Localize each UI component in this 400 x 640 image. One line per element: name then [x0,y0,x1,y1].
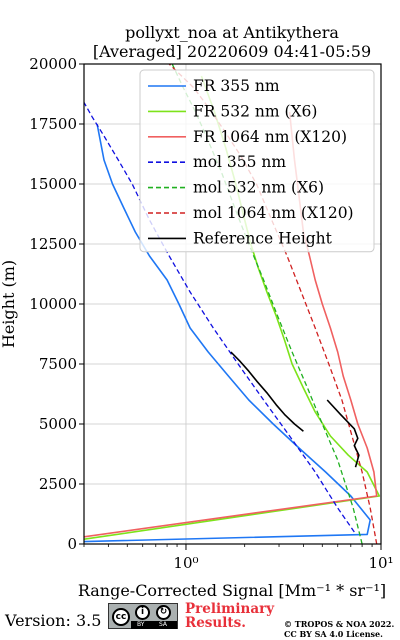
preliminary-line-2: Results. [185,615,246,631]
y-tick-label: 15000 [29,175,77,193]
version-label: Version: 3.5 [5,611,102,630]
chart-title: pollyxt_noa at Antikythera [125,23,339,42]
y-tick-label: 17500 [29,115,77,133]
legend-entry: FR 532 nm (X6) [193,102,317,120]
preliminary-notice: Preliminary Results. [185,602,274,630]
cc-icon: cc [112,608,130,626]
preliminary-line-1: Preliminary [185,601,275,617]
license-sa-text: SA [159,621,168,628]
series-reference-height [326,399,360,468]
y-tick-label: 12500 [29,235,77,253]
x-axis-ticks: 10⁰ 10¹ [83,544,394,572]
by-person-icon: i [135,605,150,620]
legend-entry: Reference Height [193,229,333,247]
lidar-profile-chart: pollyxt_noa at Antikythera [Averaged] 20… [0,23,394,600]
y-tick-label: 10000 [29,295,77,313]
legend-entry: mol 355 nm [193,153,286,171]
series-fr-355-nm [84,123,371,543]
copyright-notice: © TROPOS & NOA 2022. CC BY SA 4.0 Licens… [284,619,394,639]
y-tick-label: 20000 [29,55,77,73]
share-alike-icon: ↻ [156,605,171,620]
legend-entry: FR 1064 nm (X120) [193,128,347,146]
y-tick-label: 7500 [39,355,77,373]
y-tick-label: 0 [67,535,77,553]
cc-by-sa-icon: cc i ↻ BY SA [108,603,178,629]
license-strip: BY SA [131,621,177,629]
x-axis-label: Range-Corrected Signal [Mm⁻¹ * sr⁻¹] [78,581,386,600]
license-by-text: BY [137,621,145,628]
y-axis-label: Height (m) [0,260,18,348]
y-axis-ticks: 0 2500 5000 7500 10000 12500 15000 17500 20000 [29,55,84,553]
x-tick-label: 10⁰ [173,554,198,572]
series-reference-height [230,351,304,432]
series-mol-355-nm [84,101,355,533]
copyright-line-1: © TROPOS & NOA 2022. [284,619,395,629]
x-tick-label: 10¹ [368,554,393,572]
legend-box [139,69,375,253]
legend: FR 355 nm FR 532 nm (X6) FR 1064 nm (X120)… [139,69,375,253]
legend-entry: FR 355 nm [193,77,280,95]
copyright-line-2: CC BY SA 4.0 License. [284,629,383,639]
y-tick-label: 2500 [39,475,77,493]
legend-entry: mol 532 nm (X6) [193,179,324,197]
chart-subtitle: [Averaged] 20220609 04:41-05:59 [93,42,371,61]
y-tick-label: 5000 [39,415,77,433]
legend-entry: mol 1064 nm (X120) [193,204,354,222]
